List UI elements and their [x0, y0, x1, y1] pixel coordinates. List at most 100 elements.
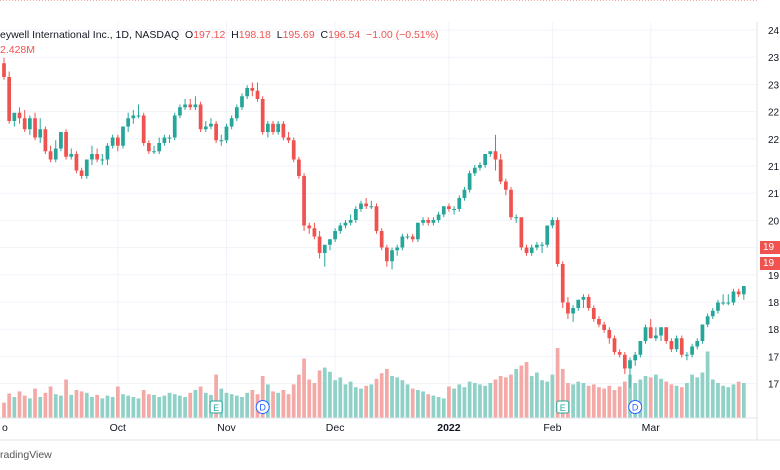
candle-body	[43, 129, 48, 152]
candle-body	[395, 247, 400, 251]
candle-body	[152, 151, 156, 153]
volume-bar	[648, 377, 653, 418]
open-label: O	[185, 29, 194, 41]
volume-bar	[193, 390, 198, 418]
volume-bar	[121, 394, 125, 418]
candle-body	[695, 341, 700, 347]
volume-layer	[2, 348, 746, 418]
volume-bar	[488, 383, 493, 418]
volume-bar	[12, 397, 17, 418]
candle-body	[69, 154, 74, 157]
y-tick-label: 23	[768, 80, 780, 91]
volume-bar	[390, 376, 394, 418]
candle-body	[255, 90, 260, 99]
volume-bar	[426, 394, 431, 418]
volume-bar	[597, 387, 601, 418]
candle-body	[400, 236, 405, 248]
volume-bar	[555, 348, 560, 418]
volume-bar	[157, 397, 162, 418]
candle-body	[188, 104, 193, 108]
volume-bar	[2, 402, 6, 418]
volume-bar	[265, 384, 270, 418]
candle-body	[685, 354, 689, 356]
candle-body	[617, 352, 622, 355]
candle-body	[224, 126, 229, 141]
volume-bar	[250, 390, 255, 418]
grid-layer	[0, 0, 757, 418]
candle-body	[550, 220, 555, 226]
volume-bar	[178, 395, 182, 418]
volume-bar	[447, 386, 451, 418]
candle-body	[157, 143, 162, 152]
candle-body	[690, 346, 694, 355]
volume-bar	[364, 385, 369, 418]
candle-body	[462, 189, 467, 198]
candle-body	[22, 118, 27, 130]
volume-bar	[131, 397, 136, 418]
dividend-marker-label: D	[259, 403, 266, 413]
volume-bar	[224, 392, 229, 418]
earnings-marker-label: E	[560, 403, 566, 413]
candle-body	[359, 203, 363, 209]
volume-bar	[338, 377, 343, 418]
candle-body	[95, 154, 99, 160]
volume-bar	[317, 370, 322, 418]
candle-body	[167, 137, 172, 139]
candle-body	[198, 104, 203, 130]
volume-bar	[141, 390, 146, 418]
candle-body	[659, 327, 663, 336]
candle-body	[74, 154, 79, 171]
volume-bar	[607, 385, 612, 418]
candle-body	[664, 327, 669, 341]
candle-body	[509, 189, 513, 218]
volume-bar	[64, 379, 68, 418]
volume-bar	[716, 383, 720, 418]
candle-body	[633, 354, 638, 361]
candle-body	[488, 151, 493, 154]
x-tick-label: Dec	[326, 422, 345, 434]
candle-body	[643, 327, 648, 341]
volume-bar	[586, 385, 591, 418]
candle-body	[307, 225, 312, 229]
candle-body	[115, 137, 120, 146]
volume-bar	[188, 392, 193, 418]
volume-bar	[524, 362, 529, 418]
candle-body	[405, 236, 410, 238]
candle-body	[736, 291, 741, 295]
volume-bar	[271, 391, 275, 418]
volume-bar	[664, 381, 669, 418]
price-tag-low: 19	[760, 257, 780, 270]
volume-bar	[245, 392, 250, 418]
candle-body	[260, 99, 265, 132]
volume-bar	[410, 388, 415, 418]
earnings-marker-label: E	[213, 403, 219, 413]
y-tick-label: 18	[768, 325, 780, 336]
volume-bar	[384, 369, 389, 418]
volume-bar	[343, 384, 348, 418]
volume-bar	[84, 392, 89, 418]
candle-body	[234, 107, 239, 119]
y-tick-label: 21	[768, 162, 780, 173]
tradingview-footer[interactable]: radingView	[0, 449, 52, 461]
candle-body	[53, 148, 58, 160]
volume-bar	[348, 381, 353, 418]
candle-body	[193, 104, 198, 108]
candle-body	[126, 118, 131, 127]
candle-body	[90, 154, 94, 160]
volume-legend: 2.428M	[0, 44, 36, 56]
axis-layer: 2423232222212120191918181717oOctNovDec20…	[0, 22, 780, 441]
candle-body	[28, 118, 32, 130]
volume-bar	[53, 394, 58, 418]
volume-bar	[457, 384, 462, 418]
candle-body	[38, 129, 43, 138]
earnings-marker	[556, 400, 570, 414]
candle-body	[353, 209, 358, 220]
candle-body	[250, 88, 255, 91]
volume-bar	[146, 394, 151, 418]
volume-bar	[436, 397, 441, 418]
candle-body	[297, 159, 301, 176]
candle-body	[105, 145, 110, 160]
